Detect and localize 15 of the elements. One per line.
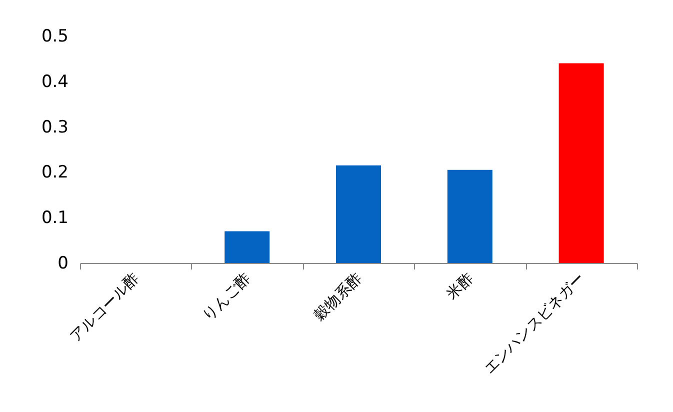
x-tick-label: アルコール酢 xyxy=(66,269,143,346)
y-tick-label: 0.1 xyxy=(41,208,68,228)
x-tick-label: りんご酢 xyxy=(198,269,254,324)
y-tick-label: 0.3 xyxy=(41,117,68,138)
bar xyxy=(558,63,604,263)
y-tick-label: 0 xyxy=(58,254,68,274)
bar xyxy=(224,231,270,263)
y-tick-label: 0.2 xyxy=(41,162,68,183)
x-tick-label: エンハンスビネガー xyxy=(480,269,588,378)
y-tick-label: 0.5 xyxy=(41,26,68,46)
bar xyxy=(447,170,492,263)
bar xyxy=(336,165,381,263)
y-tick-label: 0.4 xyxy=(41,72,68,92)
x-tick-label: 米酢 xyxy=(442,269,477,304)
x-tick-label: 穀物系酢 xyxy=(310,269,366,324)
